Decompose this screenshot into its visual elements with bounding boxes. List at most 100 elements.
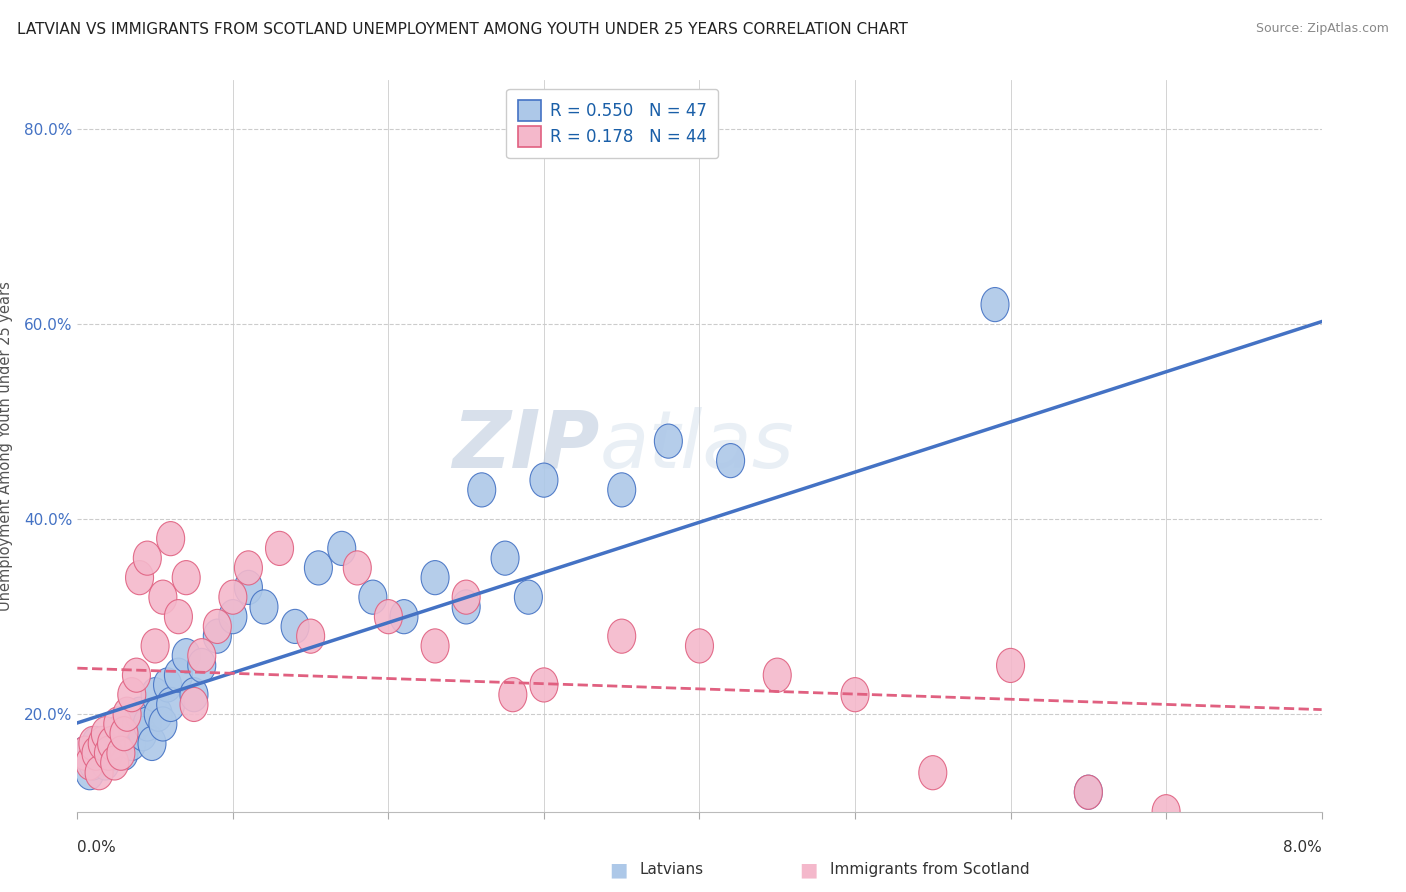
Ellipse shape xyxy=(530,668,558,702)
Ellipse shape xyxy=(607,473,636,507)
Ellipse shape xyxy=(110,736,138,771)
Ellipse shape xyxy=(153,668,181,702)
Ellipse shape xyxy=(104,706,132,741)
Ellipse shape xyxy=(134,706,162,741)
Ellipse shape xyxy=(87,736,115,771)
Text: 8.0%: 8.0% xyxy=(1282,840,1322,855)
Ellipse shape xyxy=(79,746,107,780)
Ellipse shape xyxy=(91,746,120,780)
Ellipse shape xyxy=(997,648,1025,682)
Ellipse shape xyxy=(499,678,527,712)
Text: Immigrants from Scotland: Immigrants from Scotland xyxy=(830,863,1029,877)
Ellipse shape xyxy=(607,619,636,653)
Ellipse shape xyxy=(79,726,107,761)
Ellipse shape xyxy=(145,698,172,731)
Ellipse shape xyxy=(420,560,449,595)
Ellipse shape xyxy=(112,716,141,751)
Ellipse shape xyxy=(717,443,745,478)
Ellipse shape xyxy=(343,551,371,585)
Ellipse shape xyxy=(1074,775,1102,809)
Ellipse shape xyxy=(118,726,146,761)
Ellipse shape xyxy=(122,706,150,741)
Ellipse shape xyxy=(204,619,232,653)
Ellipse shape xyxy=(188,648,215,682)
Ellipse shape xyxy=(763,658,792,692)
Text: atlas: atlas xyxy=(600,407,794,485)
Ellipse shape xyxy=(235,551,263,585)
Ellipse shape xyxy=(281,609,309,643)
Ellipse shape xyxy=(134,541,162,575)
Ellipse shape xyxy=(76,756,104,789)
Ellipse shape xyxy=(266,532,294,566)
Ellipse shape xyxy=(374,599,402,633)
Ellipse shape xyxy=(82,726,110,761)
Ellipse shape xyxy=(297,619,325,653)
Ellipse shape xyxy=(149,706,177,741)
Ellipse shape xyxy=(468,473,496,507)
Ellipse shape xyxy=(107,736,135,771)
Ellipse shape xyxy=(112,698,141,731)
Ellipse shape xyxy=(101,746,129,780)
Text: ■: ■ xyxy=(609,860,628,880)
Ellipse shape xyxy=(165,599,193,633)
Ellipse shape xyxy=(981,287,1010,322)
Ellipse shape xyxy=(686,629,713,663)
Ellipse shape xyxy=(219,580,247,615)
Legend: R = 0.550   N = 47, R = 0.178   N = 44: R = 0.550 N = 47, R = 0.178 N = 44 xyxy=(506,88,718,159)
Ellipse shape xyxy=(235,570,263,605)
Ellipse shape xyxy=(180,678,208,712)
Ellipse shape xyxy=(72,736,98,771)
Ellipse shape xyxy=(420,629,449,663)
Ellipse shape xyxy=(122,658,150,692)
Ellipse shape xyxy=(328,532,356,566)
Ellipse shape xyxy=(156,522,184,556)
Y-axis label: Unemployment Among Youth under 25 years: Unemployment Among Youth under 25 years xyxy=(0,281,13,611)
Ellipse shape xyxy=(172,560,200,595)
Ellipse shape xyxy=(1152,795,1180,829)
Text: ZIP: ZIP xyxy=(453,407,600,485)
Ellipse shape xyxy=(103,716,131,751)
Ellipse shape xyxy=(94,736,122,771)
Text: Latvians: Latvians xyxy=(640,863,704,877)
Text: ■: ■ xyxy=(799,860,818,880)
Text: Source: ZipAtlas.com: Source: ZipAtlas.com xyxy=(1256,22,1389,36)
Ellipse shape xyxy=(204,609,232,643)
Ellipse shape xyxy=(389,599,418,633)
Ellipse shape xyxy=(180,688,208,722)
Ellipse shape xyxy=(1074,775,1102,809)
Ellipse shape xyxy=(515,580,543,615)
Ellipse shape xyxy=(97,736,125,771)
Ellipse shape xyxy=(219,599,247,633)
Ellipse shape xyxy=(156,688,184,722)
Ellipse shape xyxy=(138,726,166,761)
Ellipse shape xyxy=(129,716,156,751)
Ellipse shape xyxy=(453,580,481,615)
Ellipse shape xyxy=(86,756,112,789)
Ellipse shape xyxy=(172,639,200,673)
Ellipse shape xyxy=(125,698,153,731)
Ellipse shape xyxy=(94,726,122,761)
Ellipse shape xyxy=(841,678,869,712)
Ellipse shape xyxy=(149,580,177,615)
Text: LATVIAN VS IMMIGRANTS FROM SCOTLAND UNEMPLOYMENT AMONG YOUTH UNDER 25 YEARS CORR: LATVIAN VS IMMIGRANTS FROM SCOTLAND UNEM… xyxy=(17,22,908,37)
Ellipse shape xyxy=(107,726,135,761)
Ellipse shape xyxy=(453,590,481,624)
Ellipse shape xyxy=(89,726,117,761)
Ellipse shape xyxy=(491,541,519,575)
Ellipse shape xyxy=(141,629,169,663)
Ellipse shape xyxy=(654,424,682,458)
Ellipse shape xyxy=(110,716,138,751)
Ellipse shape xyxy=(250,590,278,624)
Ellipse shape xyxy=(918,756,946,789)
Ellipse shape xyxy=(76,746,104,780)
Ellipse shape xyxy=(125,560,153,595)
Ellipse shape xyxy=(97,726,125,761)
Ellipse shape xyxy=(165,658,193,692)
Ellipse shape xyxy=(188,639,215,673)
Ellipse shape xyxy=(141,678,169,712)
Text: 0.0%: 0.0% xyxy=(77,840,117,855)
Ellipse shape xyxy=(91,716,120,751)
Ellipse shape xyxy=(118,678,146,712)
Ellipse shape xyxy=(72,736,98,771)
Ellipse shape xyxy=(82,736,110,771)
